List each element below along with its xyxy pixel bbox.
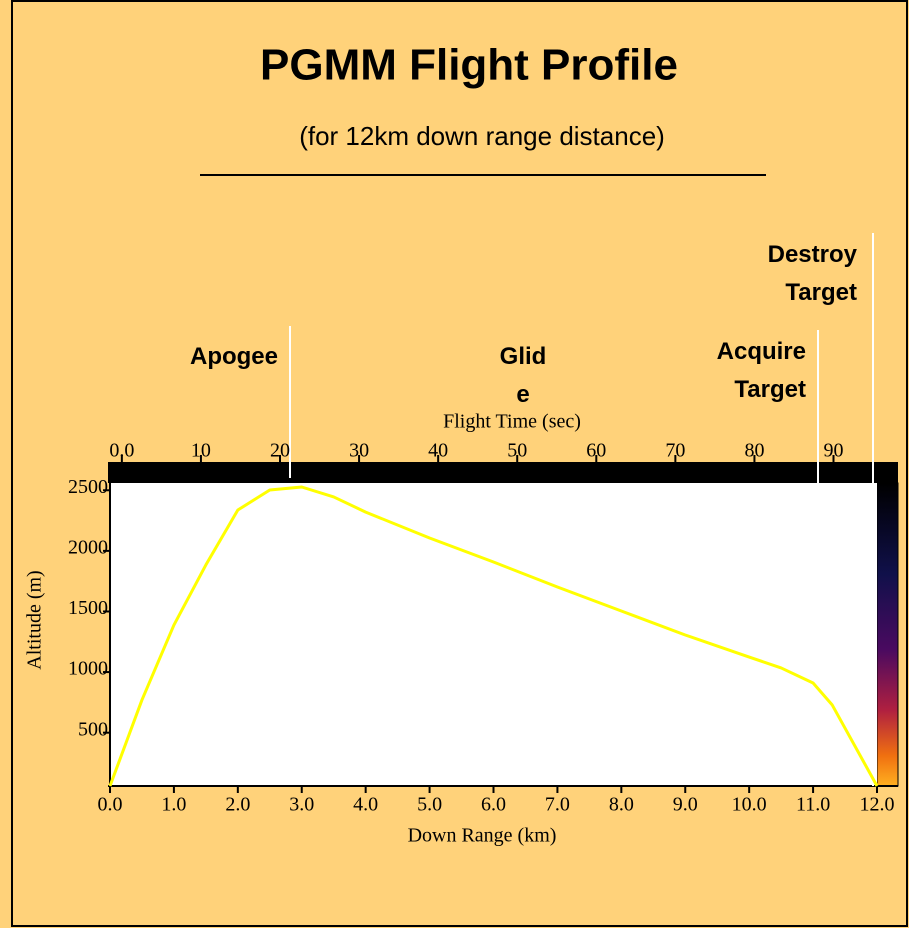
x2-axis-label: Flight Time (sec) (443, 411, 581, 433)
y-tick-label: 2000 (68, 536, 108, 558)
x2-tick-label: 90 (824, 440, 844, 462)
y-tick-label: 1000 (68, 658, 108, 680)
x2-tick-label: 40 (428, 440, 448, 462)
chart-title: PGMM Flight Profile (260, 41, 678, 90)
y-tick-label: 2500 (68, 476, 108, 498)
x-tick-label: 2.0 (225, 794, 250, 816)
plot-area (110, 483, 877, 786)
x2-tick-label: 70 (665, 440, 685, 462)
x2-tick-label: 10 (191, 440, 211, 462)
x2-tick-label: 60 (586, 440, 606, 462)
y-tick-label: 500 (78, 718, 108, 740)
x-tick-label: 0.0 (98, 794, 123, 816)
chart-subtitle: (for 12km down range distance) (299, 121, 665, 151)
x-tick-label: 7.0 (545, 794, 570, 816)
annotation: Destroy Target (767, 241, 857, 306)
x-tick-label: 5.0 (417, 794, 442, 816)
slide-border (11, 0, 908, 927)
annotation: Apogee (189, 343, 278, 370)
annotation: Glide (499, 343, 547, 408)
x-tick-label: 12.0 (860, 794, 895, 816)
x-tick-label: 6.0 (481, 794, 506, 816)
x-tick-label: 10.0 (732, 794, 767, 816)
x-tick-label: 4.0 (353, 794, 378, 816)
x-tick-label: 11.0 (796, 794, 830, 816)
x2-tick-label: 0.0 (109, 440, 134, 462)
x-tick-label: 1.0 (161, 794, 186, 816)
top-band (108, 462, 898, 483)
y-axis-label: Altitude (m) (24, 570, 46, 669)
y-tick-label: 1500 (68, 597, 108, 619)
color-bar (876, 482, 899, 787)
x2-tick-label: 80 (744, 440, 764, 462)
x-axis-label: Down Range (km) (408, 825, 557, 847)
data-line (108, 485, 879, 787)
x2-tick-label: 50 (507, 440, 527, 462)
x2-tick-label: 30 (349, 440, 369, 462)
x2-tick-label: 20 (270, 440, 290, 462)
annotation: Acquire Target (716, 338, 806, 403)
x-tick-label: 9.0 (673, 794, 698, 816)
x-tick-label: 8.0 (609, 794, 634, 816)
x-tick-label: 3.0 (289, 794, 314, 816)
